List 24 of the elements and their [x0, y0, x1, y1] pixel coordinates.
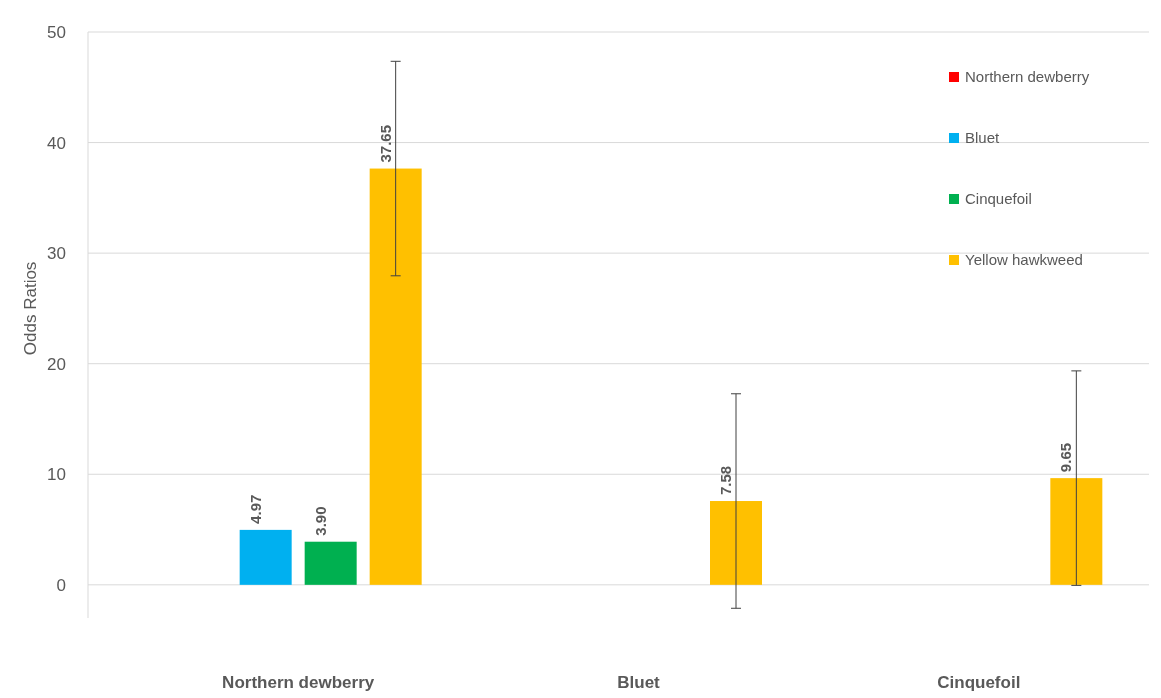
y-tick-label: 30 [47, 244, 66, 264]
x-tick-label: Northern dewberry [222, 673, 375, 692]
x-tick-label: Cinquefoil [937, 673, 1021, 692]
legend-label: Yellow hawkweed [965, 251, 1083, 268]
y-tick-label: 0 [56, 575, 66, 595]
legend-label: Bluet [965, 129, 1001, 146]
bar [304, 541, 357, 585]
y-tick-label: 40 [47, 133, 66, 153]
x-tick-label: Bluet [617, 673, 661, 692]
data-label: 7.58 [717, 465, 734, 496]
bar [369, 168, 422, 585]
bar [239, 529, 292, 585]
bar [1050, 478, 1103, 585]
y-tick-label: 50 [47, 23, 66, 42]
y-axis-title: Odds Ratios [21, 261, 40, 356]
data-label: 37.65 [376, 125, 394, 163]
data-label: 3.90 [311, 506, 329, 536]
y-tick-label: 20 [47, 354, 66, 374]
legend-label: Northern dewberry [965, 68, 1090, 85]
data-label: 9.65 [1057, 442, 1075, 473]
y-tick-label: 10 [47, 465, 66, 485]
legend-label: Cinquefoil [965, 190, 1032, 207]
data-label: 4.97 [246, 494, 264, 524]
bar [710, 501, 762, 585]
